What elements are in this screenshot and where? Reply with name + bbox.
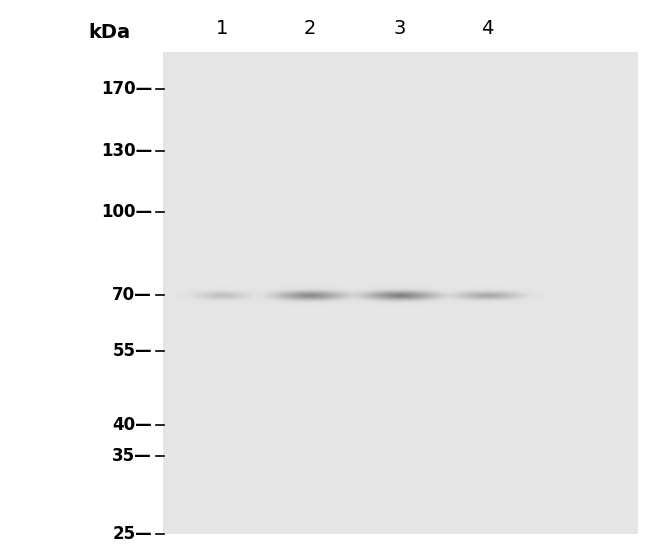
Text: 55—: 55— — [112, 342, 152, 360]
Text: 2: 2 — [304, 18, 316, 38]
Text: kDa: kDa — [88, 23, 130, 42]
Text: 3: 3 — [394, 18, 406, 38]
Text: 4: 4 — [481, 18, 493, 38]
Text: 40—: 40— — [112, 416, 152, 434]
Text: 35—: 35— — [112, 447, 152, 465]
Text: 130—: 130— — [101, 142, 152, 160]
Text: 70—: 70— — [112, 286, 152, 304]
Text: 1: 1 — [216, 18, 228, 38]
Text: 170—: 170— — [101, 80, 152, 98]
Text: 100—: 100— — [101, 203, 152, 221]
Text: 25—: 25— — [112, 525, 152, 543]
